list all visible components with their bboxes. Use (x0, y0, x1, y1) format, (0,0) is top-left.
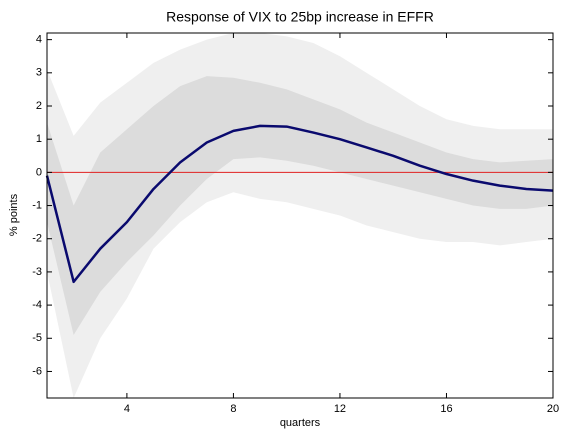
y-tick-label: -5 (32, 332, 42, 344)
x-tick-label: 16 (440, 403, 452, 415)
chart-title: Response of VIX to 25bp increase in EFFR (166, 9, 434, 25)
plot-frame (46, 32, 554, 399)
y-tick-label: -3 (32, 266, 42, 278)
y-tick-label: 2 (36, 100, 42, 112)
y-axis-label: % points (8, 193, 20, 236)
y-tick-label: -2 (32, 233, 42, 245)
response-line (45, 124, 554, 284)
x-tick-label: 20 (547, 403, 559, 415)
y-tick-label: -4 (32, 299, 42, 311)
x-tick-label: 12 (334, 403, 346, 415)
y-tick-label: 3 (36, 67, 42, 79)
y-tick-label: 1 (36, 133, 42, 145)
x-tick-label: 4 (124, 403, 130, 415)
y-tick-label: 0 (36, 166, 42, 178)
y-tick-label: -1 (32, 199, 42, 211)
confidence-band (47, 76, 553, 335)
x-tick-label: 8 (230, 403, 236, 415)
y-tick-label: 4 (36, 34, 42, 46)
y-tick-label: -6 (32, 365, 42, 377)
x-axis-label: quarters (280, 417, 321, 429)
